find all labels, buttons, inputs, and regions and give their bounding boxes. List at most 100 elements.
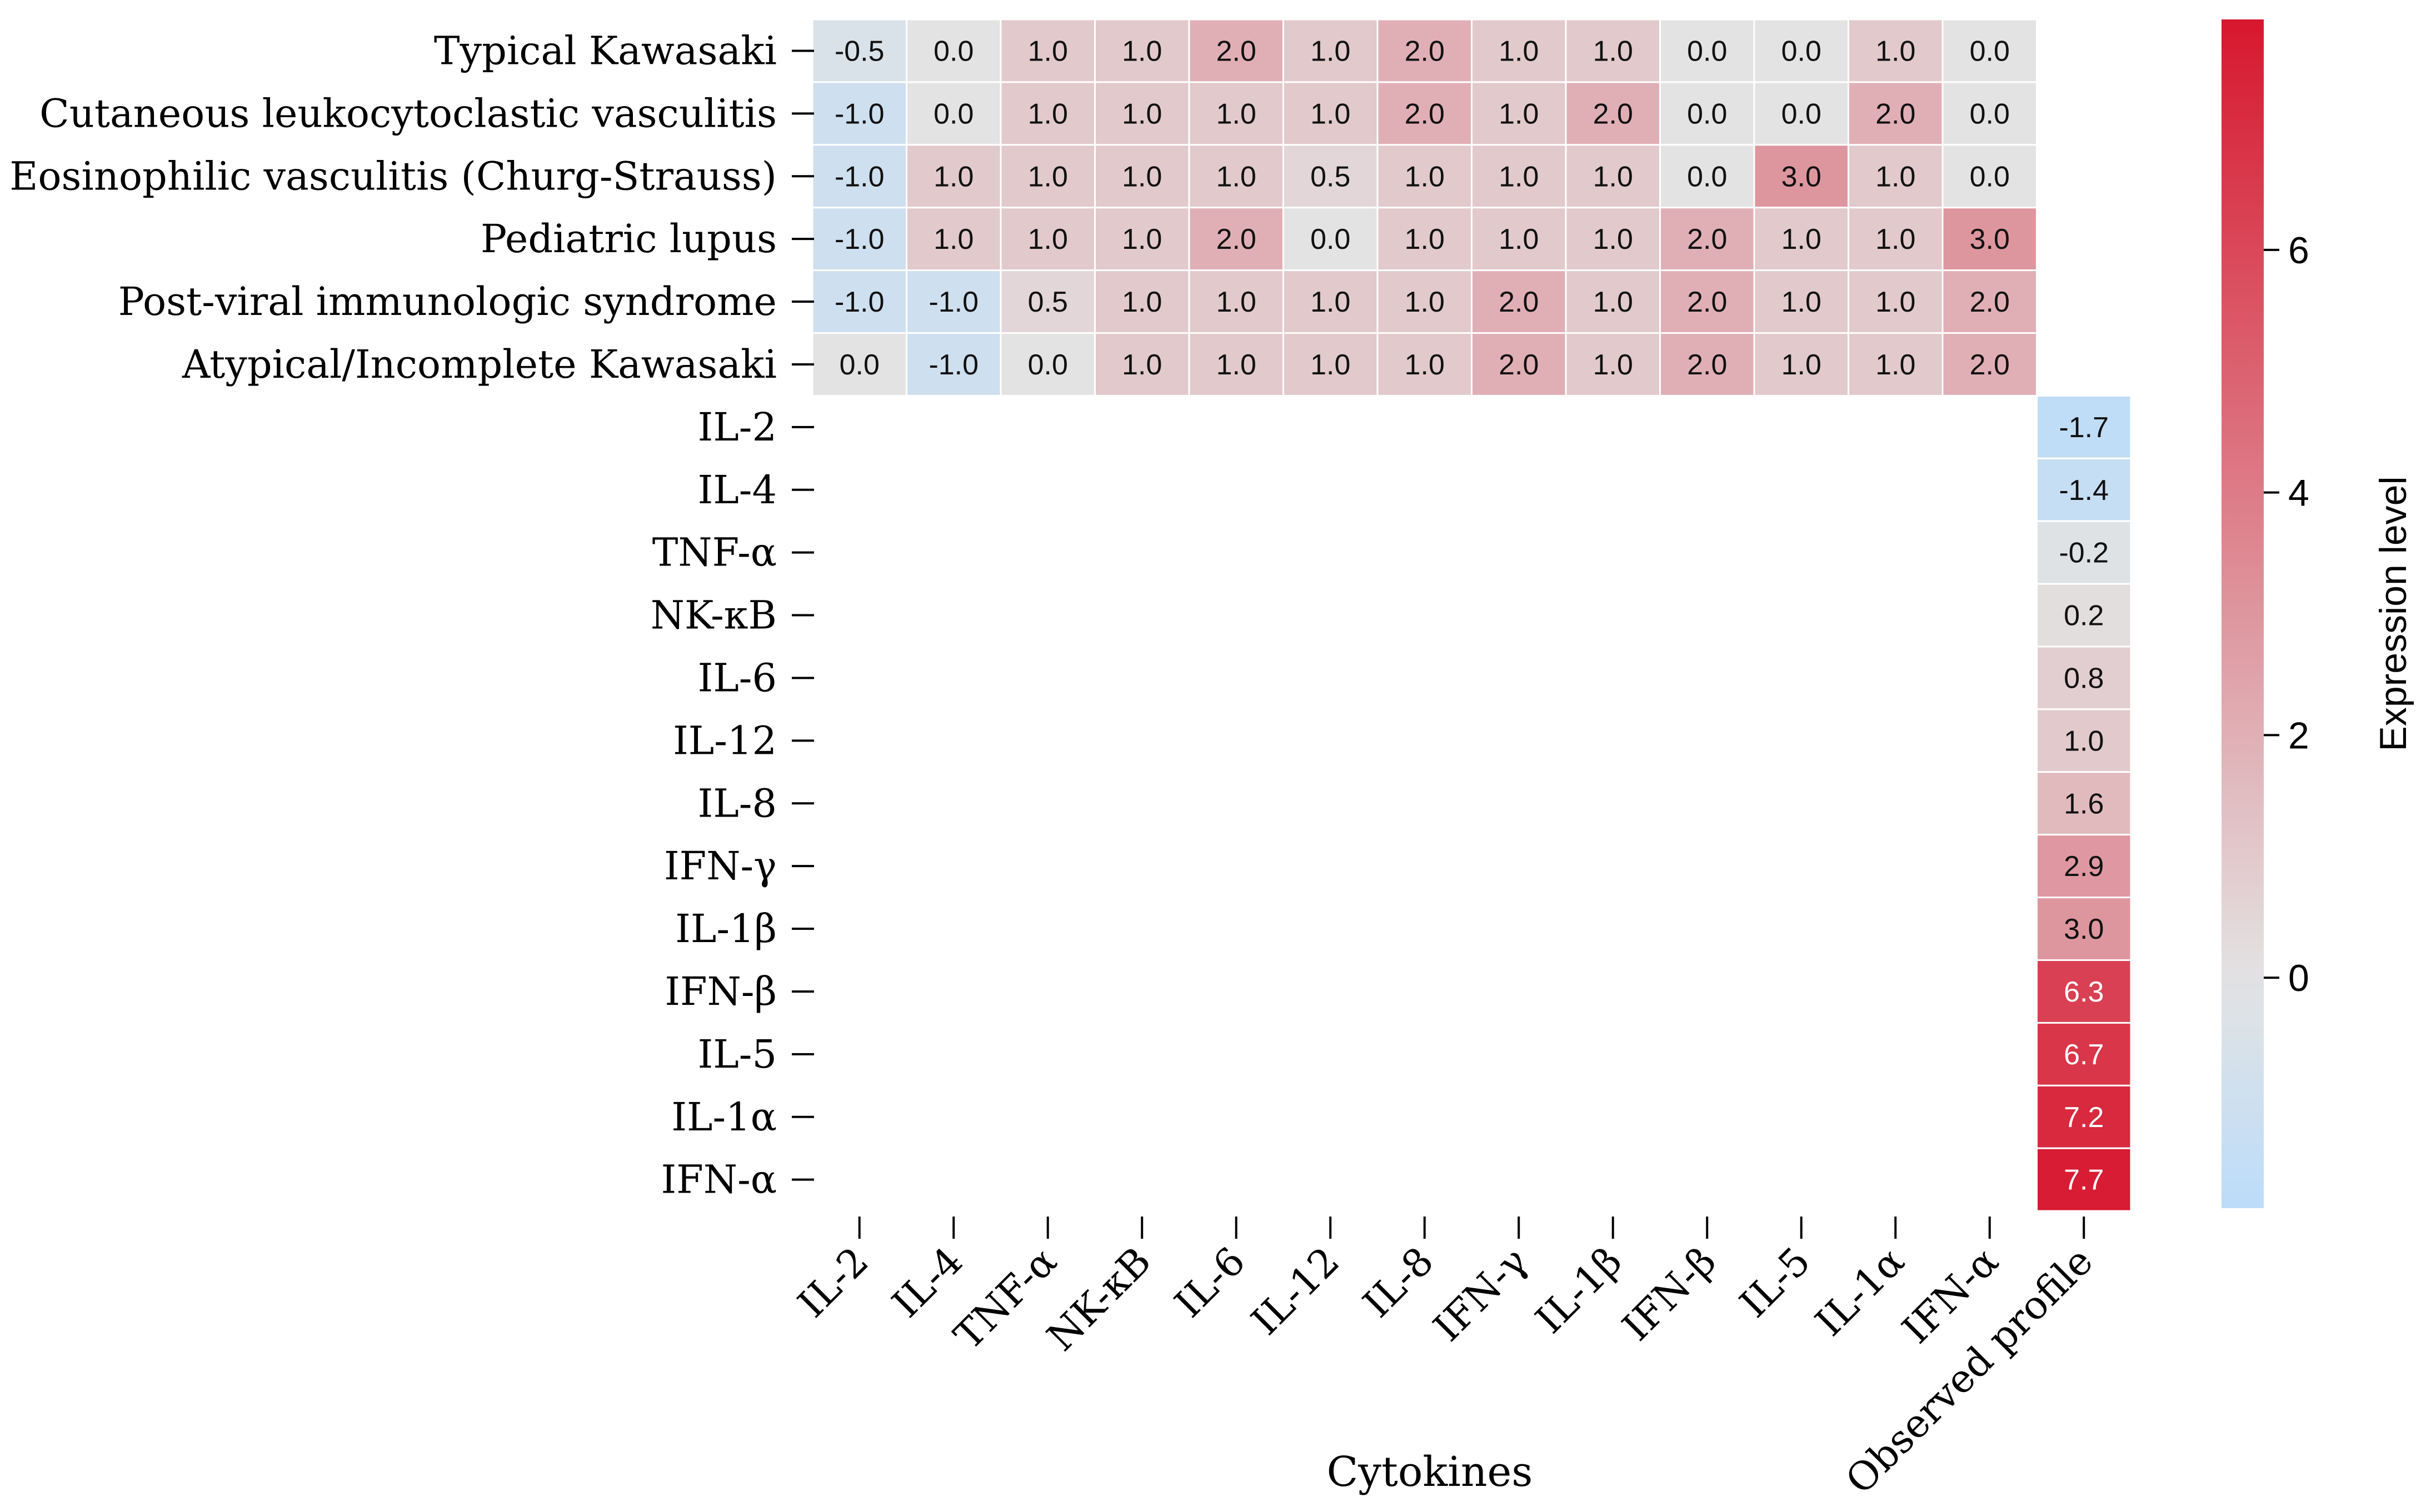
cell-condition-0-11-label: 1.0 [1875, 35, 1915, 67]
cell-condition-1-5-label: 1.0 [1310, 98, 1350, 130]
cell-observed-3-label: 0.2 [2064, 600, 2104, 632]
row-label: Eosinophilic vasculitis (Churg-Strauss) [9, 153, 777, 199]
cell-observed-11 [2036, 1084, 2132, 1149]
cell-condition-4-4-label: 1.0 [1216, 286, 1256, 318]
cell-condition-4-8 [1565, 269, 1661, 334]
cell-condition-5-1 [906, 332, 1002, 397]
cell-observed-6 [2036, 771, 2132, 836]
cell-condition-1-6-label: 2.0 [1405, 98, 1445, 130]
cell-condition-5-7 [1471, 332, 1567, 397]
cell-condition-0-0-label: -0.5 [835, 35, 885, 67]
cell-condition-1-7-label: 1.0 [1499, 98, 1539, 130]
cell-condition-0-1-label: 0.0 [934, 35, 974, 67]
cell-condition-5-10-label: 1.0 [1781, 349, 1821, 381]
cell-condition-2-3-label: 1.0 [1122, 161, 1162, 193]
cell-condition-3-9 [1659, 207, 1755, 272]
cell-observed-5-label: 1.0 [2064, 725, 2104, 757]
column-label: TNF-α [945, 1238, 1066, 1359]
row-label: Pediatric lupus [481, 216, 777, 262]
cell-condition-1-5 [1282, 81, 1379, 146]
cell-condition-4-10-label: 1.0 [1781, 286, 1821, 318]
cell-condition-1-11-label: 2.0 [1875, 98, 1915, 130]
cell-condition-3-3-label: 1.0 [1122, 223, 1162, 256]
cell-condition-1-0 [811, 81, 907, 146]
cell-observed-8 [2036, 897, 2132, 961]
cell-observed-8-label: 3.0 [2064, 913, 2104, 945]
cell-condition-1-9-label: 0.0 [1687, 98, 1727, 130]
cell-observed-10 [2036, 1022, 2132, 1087]
cell-condition-1-6 [1376, 81, 1472, 146]
column-label: IL-12 [1242, 1238, 1348, 1344]
row-label: Atypical/Incomplete Kawasaki [182, 342, 777, 387]
row-label: IL-2 [698, 404, 777, 450]
cell-observed-7-label: 2.9 [2064, 850, 2104, 883]
cell-condition-2-9-label: 0.0 [1687, 161, 1727, 193]
cell-condition-5-11 [1848, 332, 1944, 397]
cell-condition-3-12 [1941, 207, 2038, 272]
column-label: IL-1β [1527, 1238, 1631, 1342]
colorbar-title: Expression level [2372, 476, 2414, 751]
cell-condition-4-6 [1376, 269, 1472, 334]
cell-condition-5-2-label: 0.0 [1028, 349, 1068, 381]
row-label: IL-1α [671, 1094, 777, 1140]
cell-condition-3-8-label: 1.0 [1593, 223, 1633, 256]
row-label: Typical Kawasaki [434, 28, 777, 73]
column-label: IL-2 [789, 1238, 877, 1326]
cell-condition-3-10-label: 1.0 [1781, 223, 1821, 256]
cell-condition-2-2-label: 1.0 [1028, 161, 1068, 193]
cell-condition-0-3-label: 1.0 [1122, 35, 1162, 67]
cell-condition-2-1 [906, 144, 1002, 209]
cell-condition-5-11-label: 1.0 [1875, 349, 1915, 381]
cell-condition-5-4-label: 1.0 [1216, 349, 1256, 381]
cell-condition-5-2 [1000, 332, 1096, 397]
cell-condition-4-1 [906, 269, 1002, 334]
cell-condition-0-1 [906, 18, 1002, 83]
cell-condition-2-10-label: 3.0 [1781, 161, 1821, 193]
cell-condition-1-12 [1941, 81, 2038, 146]
cell-condition-3-6-label: 1.0 [1405, 223, 1445, 256]
cell-condition-2-12 [1941, 144, 2038, 209]
column-label: IFN-β [1614, 1238, 1725, 1350]
cell-condition-0-12-label: 0.0 [1970, 35, 2010, 67]
cell-condition-5-6 [1376, 332, 1472, 397]
cell-condition-4-1-label: -1.0 [929, 286, 979, 318]
row-label: Cutaneous leukocytoclastic vasculitis [39, 91, 777, 136]
cell-condition-1-9 [1659, 81, 1755, 146]
cell-condition-3-0 [811, 207, 907, 272]
cell-condition-0-2-label: 1.0 [1028, 35, 1068, 67]
cell-condition-4-3 [1094, 269, 1190, 334]
cell-condition-5-9-label: 2.0 [1687, 349, 1727, 381]
cell-condition-0-5 [1282, 18, 1379, 83]
column-label: NK-κB [1039, 1238, 1160, 1360]
cell-condition-4-12-label: 2.0 [1970, 286, 2010, 318]
cell-observed-4-label: 0.8 [2064, 662, 2104, 694]
cell-observed-1 [2036, 457, 2132, 522]
cell-condition-3-12-label: 3.0 [1970, 223, 2010, 256]
cell-condition-3-8 [1565, 207, 1661, 272]
row-label: IL-5 [698, 1032, 777, 1077]
cell-condition-5-7-label: 2.0 [1499, 349, 1539, 381]
cell-condition-2-12-label: 0.0 [1970, 161, 2010, 193]
cell-condition-3-10 [1753, 207, 1849, 272]
cell-condition-2-0-label: -1.0 [835, 161, 885, 193]
cell-observed-10-label: 6.7 [2064, 1039, 2104, 1071]
cell-condition-0-11 [1848, 18, 1944, 83]
cell-condition-4-0-label: -1.0 [835, 286, 885, 318]
cell-observed-2-label: -0.2 [2059, 537, 2109, 569]
cell-condition-0-9 [1659, 18, 1755, 83]
x-axis-title: Cytokines [1327, 1448, 1533, 1496]
row-label: IFN-β [665, 969, 777, 1014]
cell-observed-11-label: 7.2 [2064, 1102, 2104, 1134]
cell-condition-1-7 [1471, 81, 1567, 146]
cell-condition-1-3 [1094, 81, 1190, 146]
cell-condition-4-3-label: 1.0 [1122, 286, 1162, 318]
row-label: Post-viral immunologic syndrome [118, 279, 777, 324]
row-label: IFN-γ [664, 843, 777, 889]
cell-condition-2-2 [1000, 144, 1096, 209]
cell-condition-4-6-label: 1.0 [1405, 286, 1445, 318]
cell-condition-3-7-label: 1.0 [1499, 223, 1539, 256]
cell-condition-3-11 [1848, 207, 1944, 272]
cell-condition-1-2 [1000, 81, 1096, 146]
column-label: IL-6 [1166, 1238, 1254, 1326]
